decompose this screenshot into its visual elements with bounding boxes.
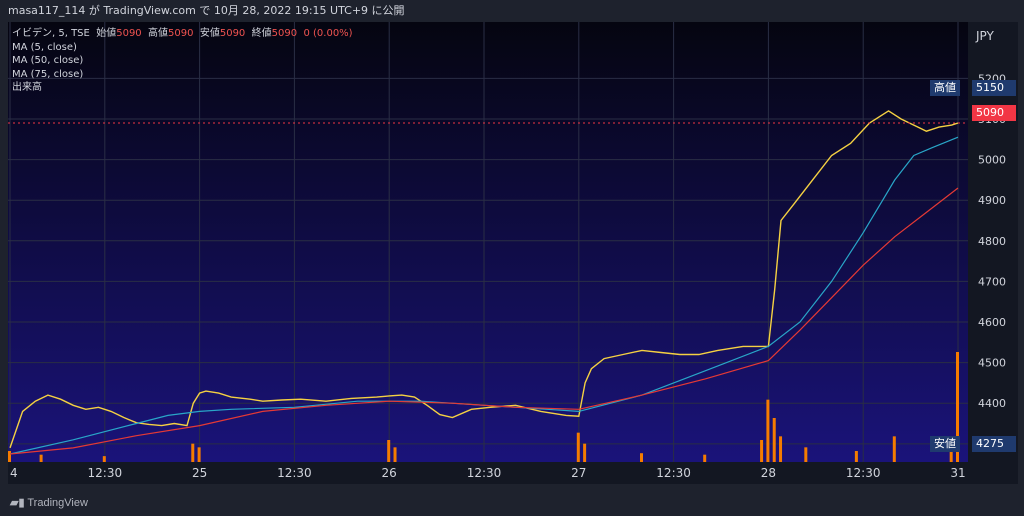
time-tick-label: 28 xyxy=(761,466,776,480)
volume-bar xyxy=(766,399,770,462)
volume-bar xyxy=(760,440,764,462)
legend-ma75[interactable]: MA (75, close) xyxy=(12,68,84,80)
legend-close-value: 5090 xyxy=(271,28,298,39)
time-tick-label: 26 xyxy=(382,466,397,480)
volume-layer xyxy=(8,352,959,462)
series-line-2 xyxy=(9,136,959,455)
volume-bar xyxy=(703,454,707,462)
volume-bar xyxy=(772,418,776,462)
price-tick-label: 4900 xyxy=(978,194,1006,207)
legend-high-value: 5090 xyxy=(168,28,194,39)
volume-bar xyxy=(191,443,195,462)
price-tick-label: 4700 xyxy=(978,275,1006,288)
ma-layer xyxy=(9,110,959,455)
series-line-3 xyxy=(9,187,959,455)
time-tick-label: 12:30 xyxy=(467,466,502,480)
price-tick-label: 4400 xyxy=(978,397,1006,410)
time-tick-label: 12:30 xyxy=(88,466,123,480)
currency-label: JPY xyxy=(975,29,995,43)
chart-legend: イビデン, 5, TSE 始値5090 高値5090 安値5090 終値5090… xyxy=(12,27,353,95)
legend-open-value: 5090 xyxy=(116,28,142,39)
current-price-tag: 5090 xyxy=(972,105,1016,121)
publish-header-text: masa117_114 が TradingView.com で 10月 28, … xyxy=(8,4,405,17)
volume-bar xyxy=(39,454,43,462)
volume-bar xyxy=(892,436,896,462)
time-axis-svg: 4 12:30 25 12:30 26 12:30 27 12:30 28 12:30 31 xyxy=(10,466,966,480)
legend-high-label: 高値 xyxy=(148,28,169,39)
footer-bar xyxy=(0,484,1024,516)
chart-svg[interactable] xyxy=(8,22,968,462)
price-tick-label: 5000 xyxy=(978,154,1006,167)
publish-header: masa117_114 が TradingView.com で 10月 28, … xyxy=(0,0,1024,22)
legend-open-label: 始値 xyxy=(96,28,117,39)
volume-bar xyxy=(779,436,783,462)
volume-bar xyxy=(804,447,808,462)
legend-low-value: 5090 xyxy=(219,28,246,39)
legend-volume[interactable]: 出来高 xyxy=(12,82,42,93)
tradingview-logo-icon: ▰▮ xyxy=(10,497,25,509)
legend-symbol-row: イビデン, 5, TSE 始値5090 高値5090 安値5090 終値5090… xyxy=(12,27,353,41)
volume-bar xyxy=(583,443,587,462)
time-tick-label: 4 xyxy=(10,466,18,480)
legend-low-label: 安値 xyxy=(199,28,220,39)
price-tick-label: 4800 xyxy=(978,235,1006,248)
volume-bar xyxy=(854,451,858,462)
volume-bar xyxy=(197,447,201,462)
legend-symbol[interactable]: イビデン, 5, TSE xyxy=(12,28,90,39)
time-tick-label: 31 xyxy=(950,466,965,480)
legend-ma50[interactable]: MA (50, close) xyxy=(12,55,84,66)
tradingview-brand: TradingView xyxy=(27,497,88,509)
volume-bar xyxy=(393,447,397,462)
volume-bar xyxy=(640,453,643,462)
low-tag-label: 安値 xyxy=(930,436,960,452)
grid-layer xyxy=(8,22,968,462)
volume-bar xyxy=(576,432,580,462)
high-tag-value: 5150 xyxy=(972,80,1016,96)
high-tag-label: 高値 xyxy=(930,80,960,96)
legend-change: 0 (0.00%) xyxy=(303,28,353,39)
volume-bar xyxy=(949,447,953,462)
time-axis[interactable]: 4 12:30 25 12:30 26 12:30 27 12:30 28 12:30 31 xyxy=(8,462,1018,484)
time-tick-layer: 4 12:30 25 12:30 26 12:30 27 12:30 28 12:30 31 xyxy=(10,466,966,480)
volume-bar xyxy=(956,352,959,462)
legend-close-label: 終値 xyxy=(251,28,272,39)
time-tick-label: 12:30 xyxy=(277,466,312,480)
time-tick-label: 12:30 xyxy=(846,466,881,480)
time-tick-label: 27 xyxy=(571,466,586,480)
price-tick-label: 4500 xyxy=(978,357,1006,370)
price-tick-label: 4600 xyxy=(978,316,1006,329)
legend-ma5[interactable]: MA (5, close) xyxy=(12,41,77,53)
tradingview-logo[interactable]: ▰▮ TradingView xyxy=(10,496,88,509)
series-line-1 xyxy=(9,110,959,449)
time-tick-label: 25 xyxy=(192,466,207,480)
chart-background xyxy=(8,22,968,462)
volume-bar xyxy=(8,451,11,462)
volume-bar xyxy=(102,456,106,462)
price-tick-layer: 4300440045004600470048004900500051005200 xyxy=(978,72,1006,450)
low-tag-value: 4275 xyxy=(972,436,1016,452)
volume-bar xyxy=(387,440,391,462)
time-tick-label: 12:30 xyxy=(656,466,691,480)
chart-pane[interactable] xyxy=(8,22,968,462)
